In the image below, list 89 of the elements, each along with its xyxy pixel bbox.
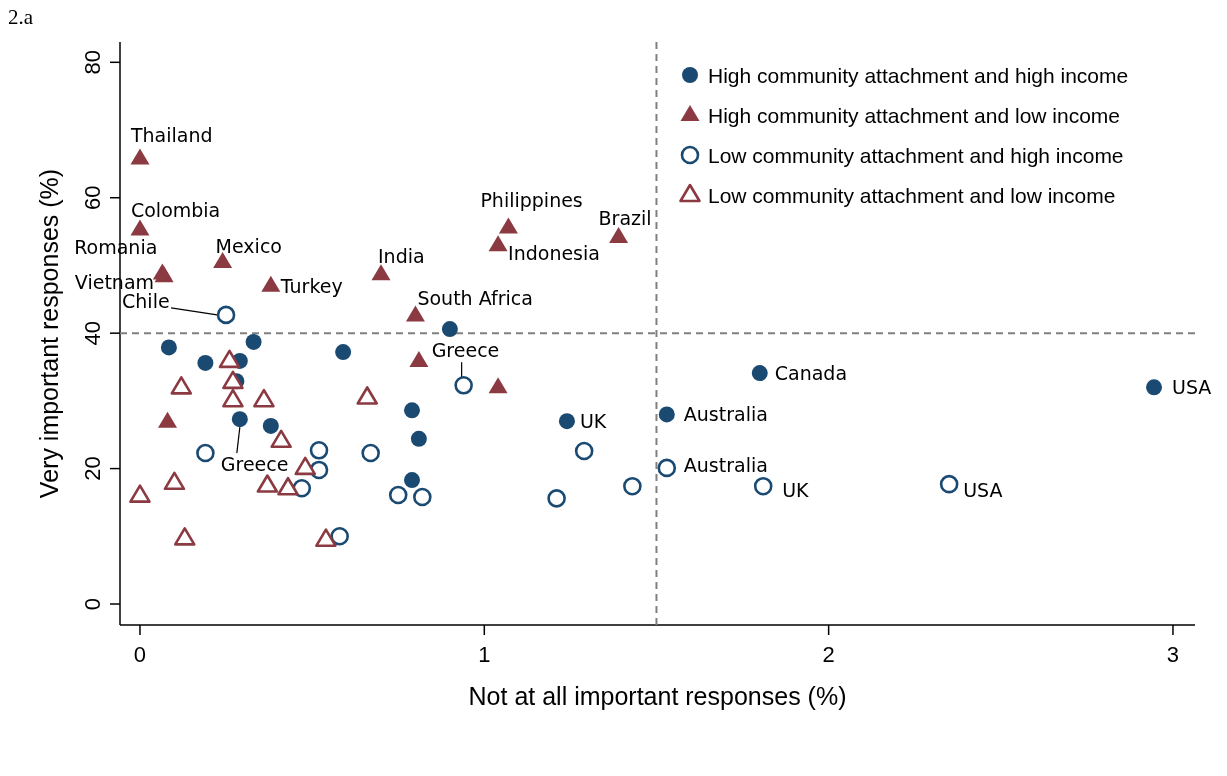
point <box>173 527 196 546</box>
annotation: USA <box>963 479 1003 502</box>
point <box>213 252 233 269</box>
point <box>129 484 151 503</box>
point <box>371 264 391 281</box>
legend-label: High community attachment and high income <box>708 64 1129 87</box>
annotation: Indonesia <box>508 242 600 265</box>
point <box>196 443 215 463</box>
point <box>222 370 244 390</box>
point <box>294 456 317 476</box>
annotation: Greece <box>431 339 500 362</box>
point <box>403 472 420 489</box>
annotation: Colombia <box>130 198 221 221</box>
point <box>160 339 177 356</box>
y-tick-label: 80 <box>79 50 105 75</box>
point <box>216 305 236 325</box>
legend-label: Low community attachment and low income <box>708 184 1116 207</box>
annotation: South Africa <box>417 286 533 309</box>
y-tick-label: 40 <box>79 320 105 346</box>
point <box>657 458 677 478</box>
point <box>253 388 275 408</box>
point <box>309 441 329 460</box>
point <box>262 417 279 434</box>
annotation: UK <box>579 410 607 433</box>
annotation: Australia <box>683 453 768 476</box>
y-tick-label: 0 <box>79 597 105 611</box>
point <box>361 443 380 463</box>
annotation: Chile <box>122 289 170 312</box>
point <box>170 376 193 395</box>
annotation: Brazil <box>598 207 652 230</box>
point <box>488 377 508 394</box>
point <box>356 386 379 405</box>
point <box>558 413 575 430</box>
annotation: India <box>378 245 425 268</box>
legend-label: Low community attachment and high income <box>708 144 1124 167</box>
point <box>405 305 425 322</box>
annotation: Mexico <box>215 235 282 258</box>
point <box>130 219 150 236</box>
annotation: UK <box>782 479 810 502</box>
x-tick-label: 2 <box>822 642 835 667</box>
text: 2.a <box>8 5 34 29</box>
point <box>270 429 292 449</box>
point <box>163 471 186 491</box>
point <box>658 406 675 423</box>
point <box>751 365 768 382</box>
point <box>939 474 959 494</box>
annotation: USA <box>1172 376 1212 399</box>
point <box>498 217 518 234</box>
y-axis-title: Very important responses (%) <box>35 168 63 499</box>
point <box>256 474 279 493</box>
point <box>753 476 773 496</box>
point <box>261 275 281 292</box>
point <box>130 148 150 165</box>
point <box>403 402 420 419</box>
point <box>222 388 244 408</box>
point <box>218 349 241 369</box>
annotation: Philippines <box>480 188 583 211</box>
point <box>277 476 299 496</box>
point <box>1146 379 1163 396</box>
point <box>454 376 473 395</box>
annotation: Turkey <box>279 274 343 297</box>
annotation: Greece <box>220 453 289 476</box>
point <box>574 441 594 461</box>
point <box>231 411 248 428</box>
x-tick-label: 0 <box>133 642 147 667</box>
y-tick-label: 20 <box>79 456 105 481</box>
point <box>335 344 352 361</box>
x-axis-title: Not at all important responses (%) <box>468 682 847 710</box>
annotation: Canada <box>774 362 848 385</box>
point <box>623 476 642 496</box>
annotation: Australia <box>683 403 768 426</box>
point <box>388 485 408 505</box>
x-tick-label: 3 <box>1166 642 1180 667</box>
point <box>547 489 566 508</box>
point <box>197 354 214 371</box>
legend-label: High community attachment and low income <box>708 104 1121 127</box>
point <box>245 333 262 350</box>
y-tick-label: 60 <box>79 185 105 210</box>
point <box>409 350 429 367</box>
point <box>315 528 337 547</box>
point <box>413 487 432 507</box>
annotation: Thailand <box>129 124 213 147</box>
x-tick-label: 1 <box>478 642 491 667</box>
point <box>330 527 349 546</box>
point <box>410 430 427 447</box>
point <box>609 227 629 244</box>
point <box>441 321 458 338</box>
point <box>158 411 178 428</box>
point <box>488 235 508 252</box>
